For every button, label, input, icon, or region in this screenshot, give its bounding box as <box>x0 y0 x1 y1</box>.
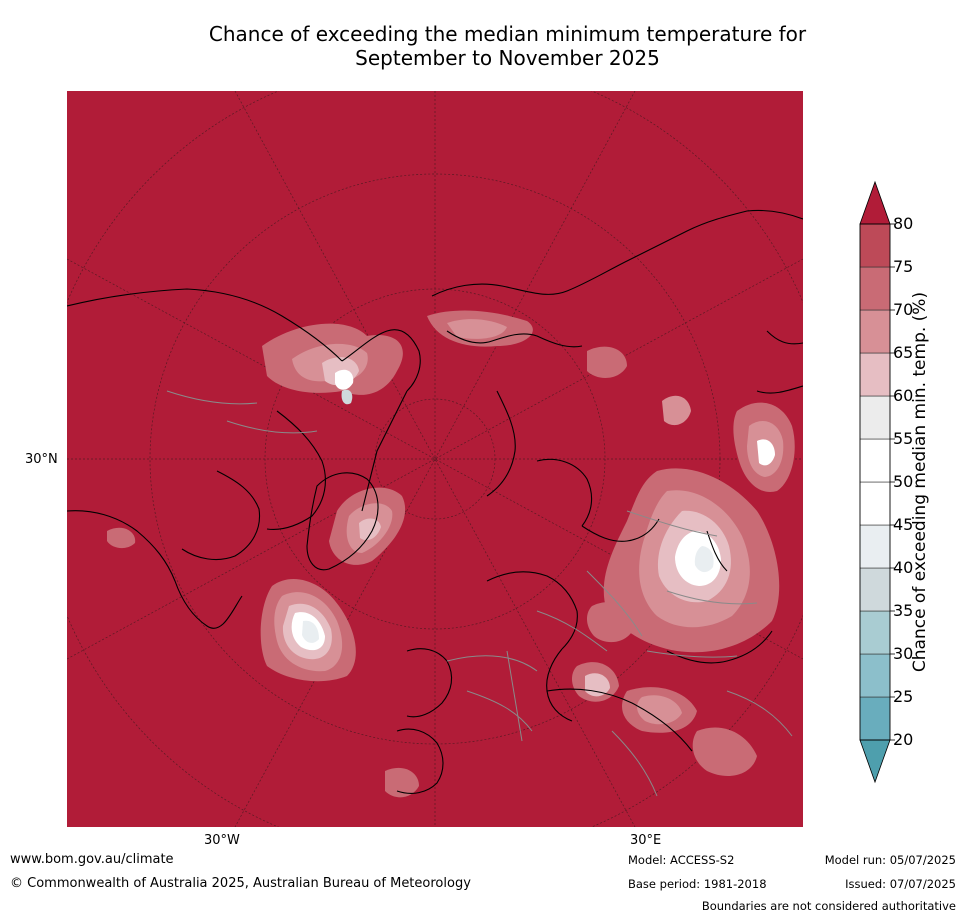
colorbar-band <box>859 309 891 354</box>
footer-base-period: Base period: 1981-2018 <box>628 877 767 891</box>
colorbar-band <box>859 653 891 698</box>
colorbar-band <box>859 223 891 268</box>
colorbar-band <box>859 481 891 526</box>
colorbar-label: Chance of exceeding median min. temp. (%… <box>910 291 930 673</box>
colorbar-tick-label: 75 <box>893 257 914 276</box>
map-svg <box>67 91 803 827</box>
colorbar-tick-label: 50 <box>893 472 914 491</box>
footer-model-run: Model run: 05/07/2025 <box>824 853 956 867</box>
colorbar-tick-label: 25 <box>893 687 914 706</box>
colorbar-band <box>859 524 891 569</box>
colorbar-over-arrow <box>859 180 891 225</box>
colorbar-tick-label: 60 <box>893 386 914 405</box>
footer-website: www.bom.gov.au/climate <box>10 852 174 867</box>
map-title-line1: Chance of exceeding the median minimum t… <box>208 22 807 46</box>
colorbar-under-arrow <box>859 739 891 784</box>
country-boundaries <box>166 390 793 797</box>
coastlines <box>67 209 803 794</box>
colorbar-tick-label: 30 <box>893 644 914 663</box>
footer-boundaries-note: Boundaries are not considered authoritat… <box>701 899 956 913</box>
colorbar-tick-label: 55 <box>893 429 914 448</box>
footer-model: Model: ACCESS-S2 <box>628 853 735 867</box>
probability-patches <box>107 310 795 798</box>
lon-label-30e: 30°E <box>630 833 662 848</box>
colorbar <box>859 180 895 784</box>
map-panel[interactable] <box>67 91 803 827</box>
colorbar-band <box>859 696 891 741</box>
colorbar-band <box>859 266 891 311</box>
colorbar-tick-label: 35 <box>893 601 914 620</box>
footer-copyright: © Commonwealth of Australia 2025, Austra… <box>10 876 471 891</box>
colorbar-band <box>859 610 891 655</box>
colorbar-band <box>859 352 891 397</box>
colorbar-tick-label: 70 <box>893 300 914 319</box>
colorbar-band <box>859 567 891 612</box>
colorbar-band <box>859 395 891 440</box>
colorbar-band <box>859 438 891 483</box>
colorbar-tick-label: 45 <box>893 515 914 534</box>
footer-issued: Issued: 07/07/2025 <box>845 877 956 891</box>
colorbar-tick-label: 65 <box>893 343 914 362</box>
colorbar-tick-label: 20 <box>893 730 914 749</box>
map-title: Chance of exceeding the median minimum t… <box>120 22 895 70</box>
lon-label-30w: 30°W <box>204 833 240 848</box>
lat-label-30n: 30°N <box>25 452 58 467</box>
colorbar-tick-label: 40 <box>893 558 914 577</box>
map-title-line2: September to November 2025 <box>355 46 660 70</box>
colorbar-tick-label: 80 <box>893 214 914 233</box>
